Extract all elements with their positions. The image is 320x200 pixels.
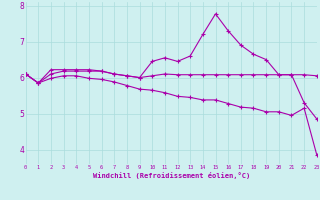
X-axis label: Windchill (Refroidissement éolien,°C): Windchill (Refroidissement éolien,°C) xyxy=(92,172,250,179)
